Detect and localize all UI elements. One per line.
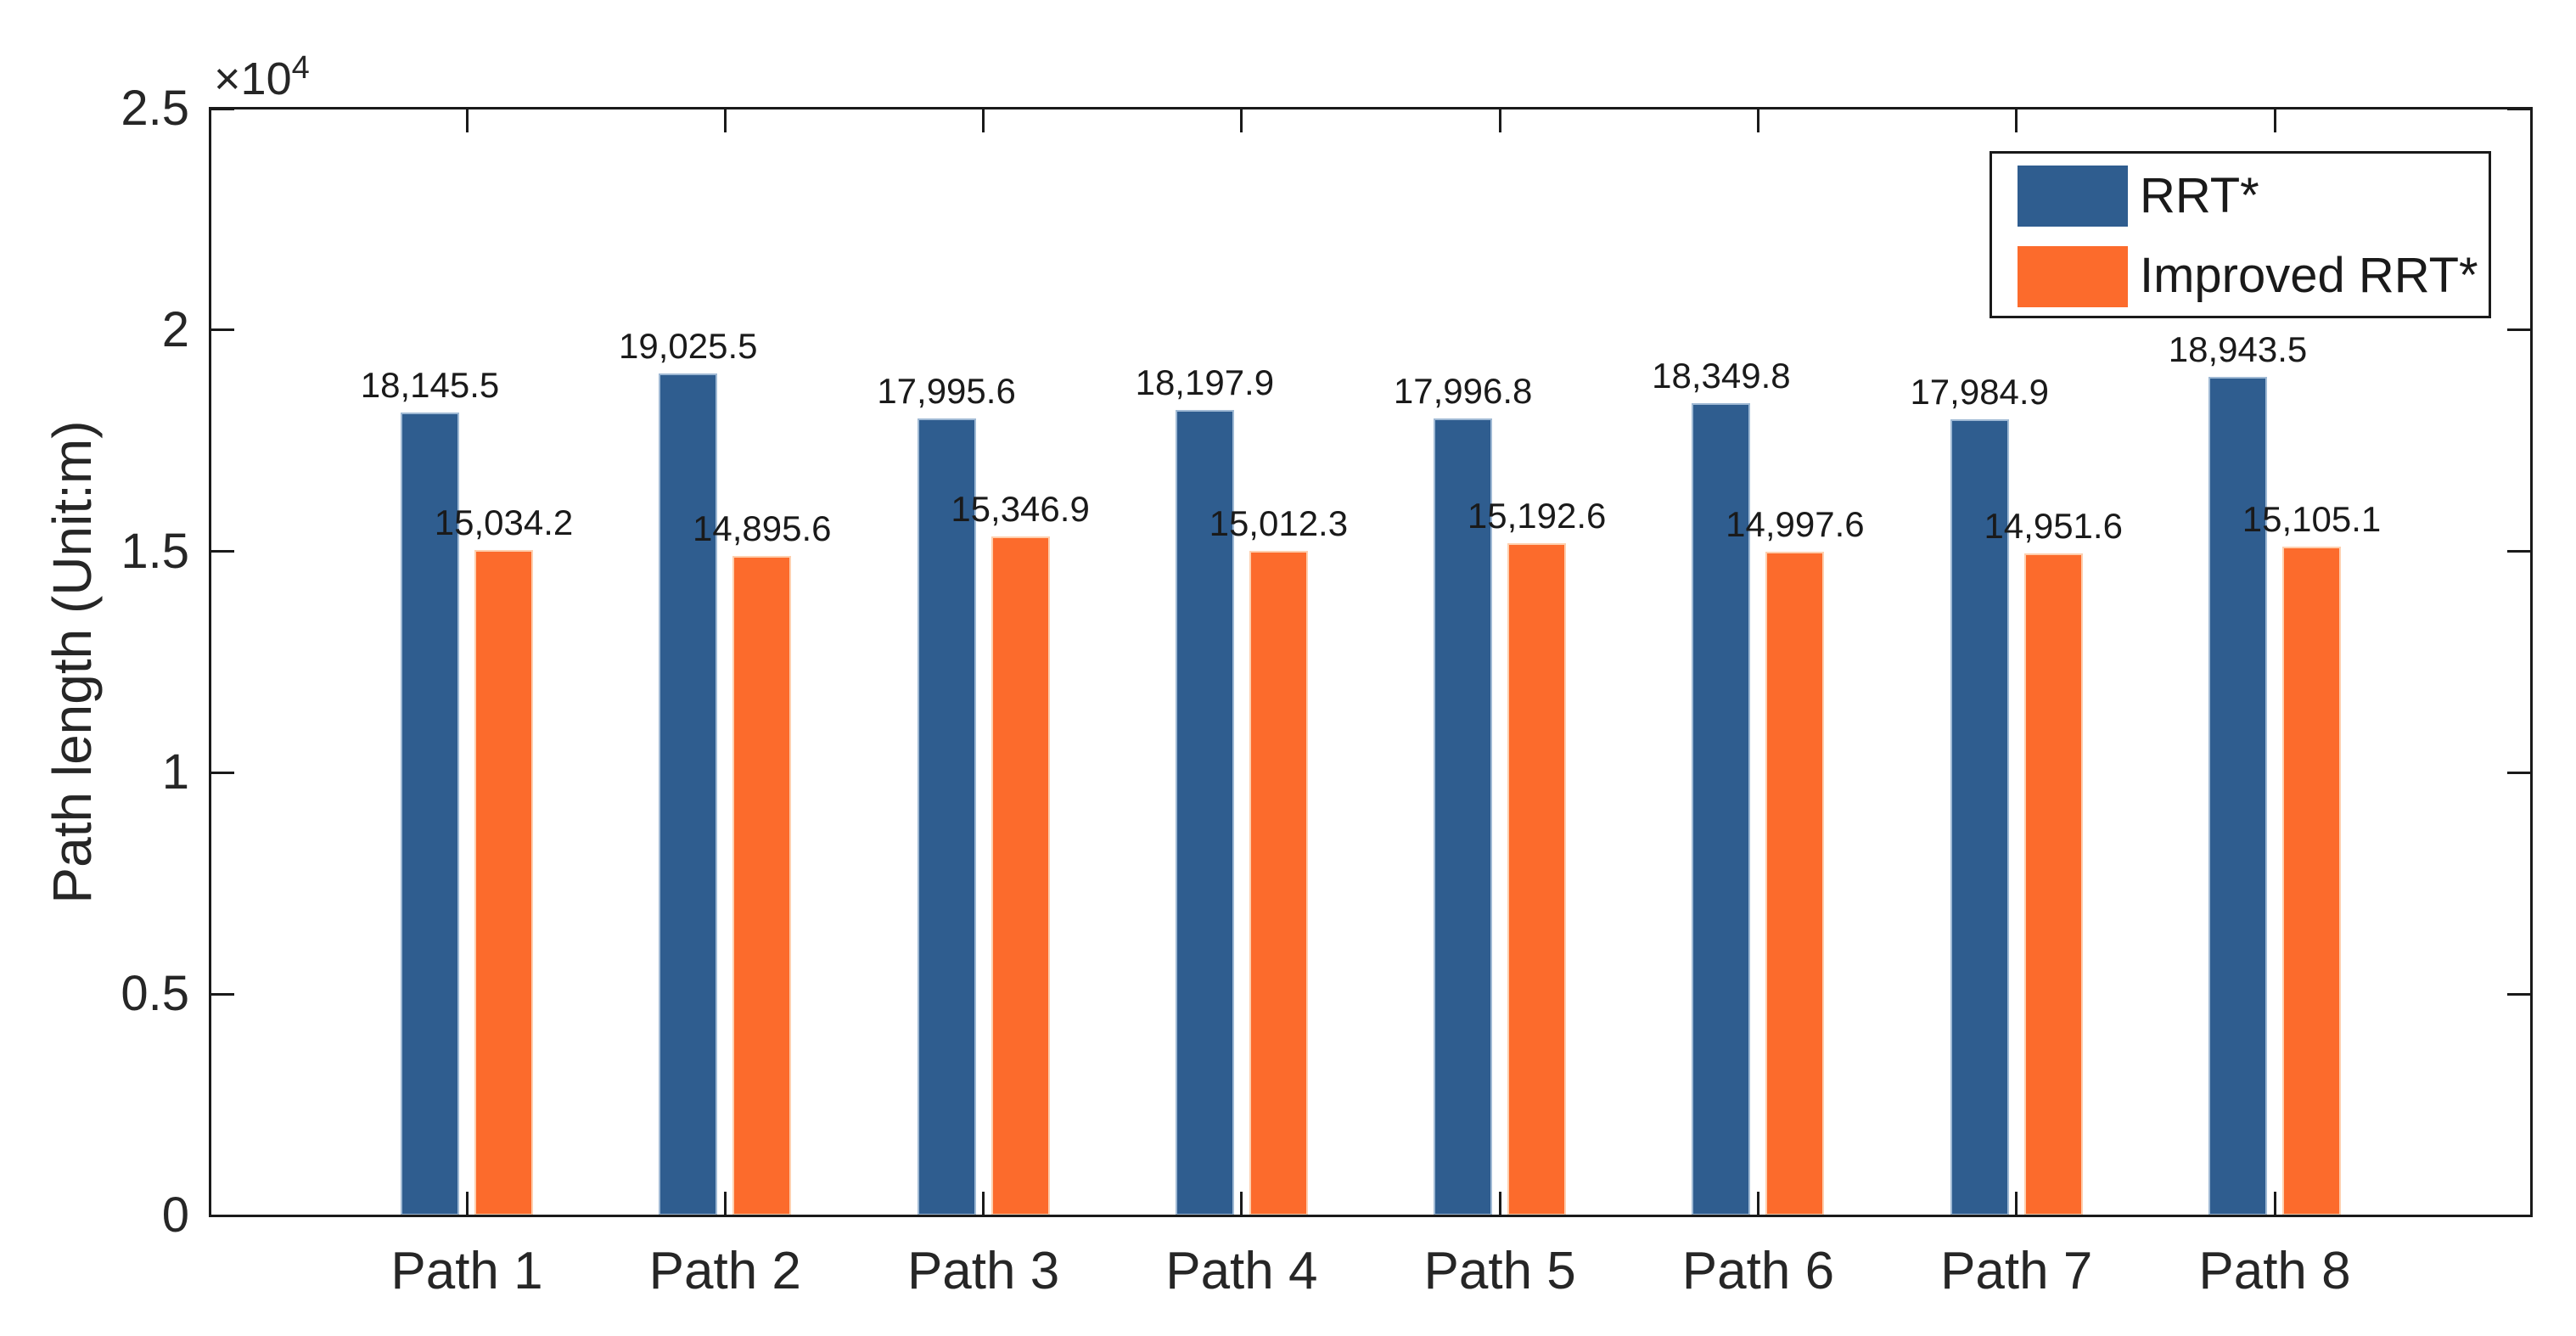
y-tick-label: 2 [161,301,189,357]
y-tick-mark-right [2507,107,2531,110]
bar-value-label: 19,025.5 [619,325,758,366]
bar-improved-rrt-star [2282,547,2341,1215]
bar-value-label: 18,943.5 [2168,328,2308,369]
legend: RRT* Improved RRT* [1990,151,2491,318]
y-tick-label: 1 [161,744,189,800]
bar-rrt-star [917,418,976,1215]
bar-rrt-star [1950,418,2009,1215]
y-tick-mark-right [2507,1214,2531,1217]
y-tick-mark [210,107,234,110]
bar-value-label: 18,197.9 [1135,362,1275,402]
x-tick-mark-top [723,109,727,132]
x-tick-mark-top [982,109,985,132]
x-tick-mark-top [1498,109,1501,132]
y-axis-exponent: ×104 [214,50,310,105]
bar-improved-rrt-star [2023,553,2083,1215]
bar-improved-rrt-star [1507,542,1567,1215]
bar-value-label: 15,105.1 [2242,499,2382,540]
bar-value-label: 14,895.6 [693,508,832,549]
bar-value-label: 14,997.6 [1726,503,1865,544]
y-tick-mark [210,992,234,996]
x-tick-mark [465,1192,469,1215]
bar-value-label: 14,951.6 [1984,506,2123,547]
x-tick-label: Path 4 [1165,1242,1318,1300]
legend-label-rrt-star: RRT* [2140,168,2259,223]
x-tick-mark-top [1240,109,1243,132]
y-tick-mark-right [2507,992,2531,996]
y-tick-mark [210,550,234,553]
bar-improved-rrt-star [1765,551,1825,1215]
bar-improved-rrt-star [991,536,1050,1215]
bar-improved-rrt-star [1249,550,1308,1215]
bar-rrt-star [1434,418,1493,1215]
bar-value-label: 15,346.9 [951,488,1090,529]
y-tick-mark-right [2507,550,2531,553]
x-tick-mark-top [465,109,469,132]
bar-value-label: 15,012.3 [1209,502,1349,543]
bar-value-label: 17,995.6 [877,371,1016,412]
bar-rrt-star [1692,402,1751,1215]
x-tick-label: Path 6 [1681,1242,1835,1300]
y-tick-label: 1.5 [121,523,189,579]
bar-value-label: 18,349.8 [1652,355,1791,396]
y-axis-exponent-base: ×10 [214,53,292,104]
x-tick-mark [1756,1192,1759,1215]
legend-label-improved-rrt-star: Improved RRT* [2140,248,2478,303]
x-tick-mark-top [2273,109,2276,132]
y-tick-mark-right [2507,328,2531,332]
bar-value-label: 17,984.9 [1910,371,2049,412]
y-axis-exponent-power: 4 [291,50,310,86]
bar-rrt-star [401,412,459,1215]
legend-swatch-rrt-star [2018,166,2128,227]
y-tick-label: 0 [161,1187,189,1243]
x-tick-mark [2273,1192,2276,1215]
x-tick-label: Path 2 [648,1242,801,1300]
x-tick-label: Path 8 [2198,1242,2351,1300]
x-tick-label: Path 5 [1423,1242,1576,1300]
bar-improved-rrt-star [474,549,533,1215]
x-tick-label: Path 1 [390,1242,543,1300]
bar-value-label: 15,192.6 [1467,495,1607,536]
x-tick-mark [1240,1192,1243,1215]
x-tick-mark [723,1192,727,1215]
y-tick-mark [210,771,234,774]
x-tick-mark [982,1192,985,1215]
x-tick-mark [1498,1192,1501,1215]
x-tick-mark [2015,1192,2018,1215]
y-tick-label: 0.5 [121,966,189,1022]
y-tick-mark [210,1214,234,1217]
y-tick-label: 2.5 [121,81,189,136]
bar-value-label: 15,034.2 [434,502,574,542]
legend-swatch-improved-rrt-star [2018,246,2128,307]
bar-value-label: 18,145.5 [360,364,500,405]
x-tick-mark-top [1756,109,1759,132]
bar-improved-rrt-star [732,556,792,1215]
x-tick-mark-top [2015,109,2018,132]
y-tick-mark [210,328,234,332]
x-tick-label: Path 3 [906,1242,1060,1300]
bar-rrt-star [1175,409,1234,1215]
x-tick-label: Path 7 [1940,1242,2093,1300]
bar-rrt-star [659,373,718,1215]
y-axis-label: Path length (Unit:m) [42,420,103,904]
y-tick-mark-right [2507,771,2531,774]
bar-rrt-star [2208,376,2267,1215]
bar-value-label: 17,996.8 [1393,371,1533,412]
